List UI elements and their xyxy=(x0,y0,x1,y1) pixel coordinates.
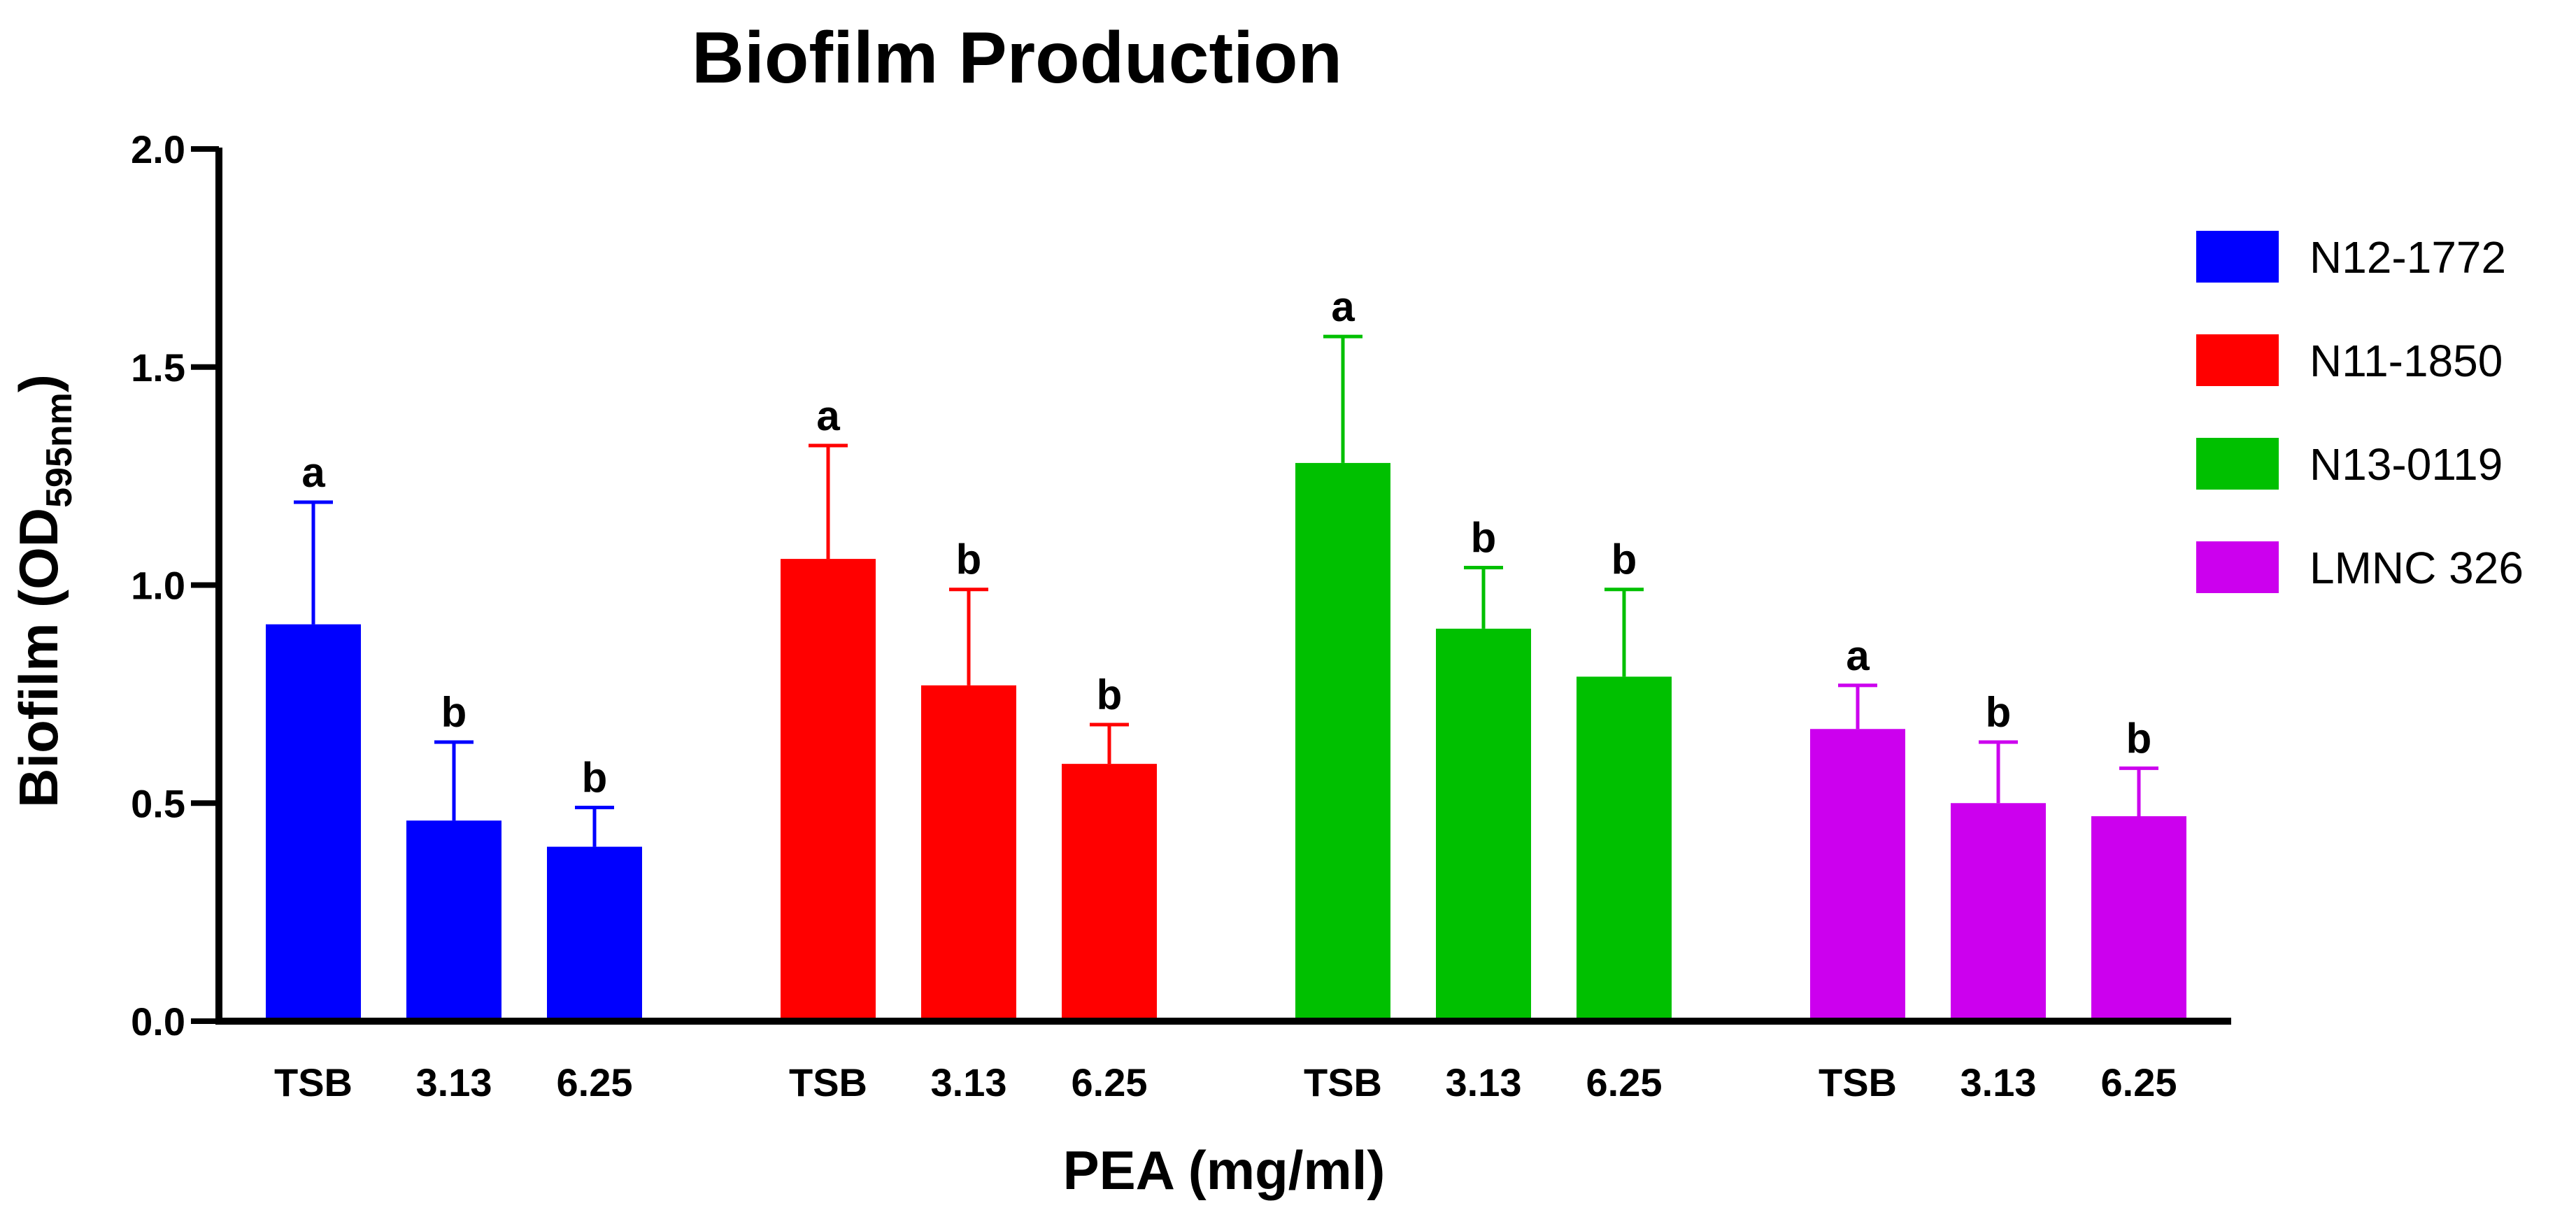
x-tick-label: 6.25 xyxy=(1072,1060,1148,1104)
x-tick-label: 6.25 xyxy=(557,1060,633,1104)
legend-swatch xyxy=(2196,438,2279,490)
bar xyxy=(1436,628,1531,1021)
significance-label: b xyxy=(1611,536,1637,583)
svg-text:Biofilm (OD595nm): Biofilm (OD595nm) xyxy=(8,374,80,808)
bar xyxy=(1062,764,1157,1021)
legend-swatch xyxy=(2196,334,2279,386)
x-tick-label: TSB xyxy=(1304,1060,1382,1104)
y-axis-title: Biofilm (OD595nm) xyxy=(8,374,80,808)
x-tick-label: TSB xyxy=(1819,1060,1897,1104)
bar xyxy=(921,685,1016,1021)
legend: N12-1772 N11-1850 N13-0119 LMNC 326 xyxy=(2196,231,2524,593)
legend-item: N12-1772 xyxy=(2196,231,2506,283)
series-group: a TSB b 3.13 b 6.25 xyxy=(1295,283,1672,1104)
significance-label: a xyxy=(301,449,325,496)
legend-label: N12-1772 xyxy=(2310,232,2506,283)
y-tick-label: 1.5 xyxy=(131,346,185,390)
significance-label: a xyxy=(1331,283,1355,330)
legend-swatch xyxy=(2196,541,2279,593)
series-group: a TSB b 3.13 b 6.25 xyxy=(1810,632,2186,1104)
bar xyxy=(781,559,876,1021)
significance-label: a xyxy=(816,392,840,439)
significance-label: b xyxy=(1471,515,1497,562)
legend-swatch xyxy=(2196,231,2279,283)
bar xyxy=(1951,803,2046,1021)
legend-item: N11-1850 xyxy=(2196,334,2503,386)
x-tick-label: 3.13 xyxy=(1961,1060,2037,1104)
y-tick-label: 0.0 xyxy=(131,999,185,1044)
bar xyxy=(266,624,361,1021)
significance-label: b xyxy=(582,754,608,801)
significance-label: b xyxy=(441,689,467,736)
x-tick-label: 6.25 xyxy=(1586,1060,1663,1104)
x-tick-label: 3.13 xyxy=(1446,1060,1522,1104)
y-axis-title-main: Biofilm (OD xyxy=(8,508,69,808)
significance-label: b xyxy=(956,536,982,583)
y-tick-label: 2.0 xyxy=(131,127,185,171)
y-tick-label: 0.5 xyxy=(131,781,185,825)
series-group: a TSB b 3.13 b 6.25 xyxy=(266,449,642,1104)
y-axis-title-close: ) xyxy=(8,374,69,392)
series-group: a TSB b 3.13 b 6.25 xyxy=(781,392,1157,1104)
x-tick-label: 3.13 xyxy=(416,1060,492,1104)
significance-label: a xyxy=(1846,632,1870,679)
axes: 0.0 0.5 1.0 1.5 2.0 xyxy=(131,127,2231,1044)
y-axis-title-subscript: 595nm xyxy=(39,392,80,508)
legend-label: LMNC 326 xyxy=(2310,543,2524,593)
y-tick-label: 1.0 xyxy=(131,564,185,608)
legend-label: N13-0119 xyxy=(2310,439,2503,490)
x-tick-label: 6.25 xyxy=(2101,1060,2177,1104)
legend-item: N13-0119 xyxy=(2196,438,2503,490)
bar xyxy=(406,820,501,1021)
legend-item: LMNC 326 xyxy=(2196,541,2524,593)
chart-title: Biofilm Production xyxy=(692,17,1342,99)
plot-area: a TSB b 3.13 b 6.25 a TSB b 3.13 b 6.25 a TSB b 3.13 b 6.… xyxy=(266,283,2186,1104)
x-tick-label: TSB xyxy=(789,1060,867,1104)
bar xyxy=(1810,729,1905,1021)
legend-label: N11-1850 xyxy=(2310,336,2503,386)
x-axis-title: PEA (mg/ml) xyxy=(1063,1139,1386,1201)
x-tick-label: TSB xyxy=(274,1060,353,1104)
bar xyxy=(547,846,642,1021)
x-tick-label: 3.13 xyxy=(931,1060,1007,1104)
bar xyxy=(1577,676,1672,1021)
bar xyxy=(2091,816,2186,1021)
significance-label: b xyxy=(1986,689,2012,736)
bar xyxy=(1295,462,1390,1021)
significance-label: b xyxy=(2126,715,2152,762)
significance-label: b xyxy=(1097,671,1123,718)
